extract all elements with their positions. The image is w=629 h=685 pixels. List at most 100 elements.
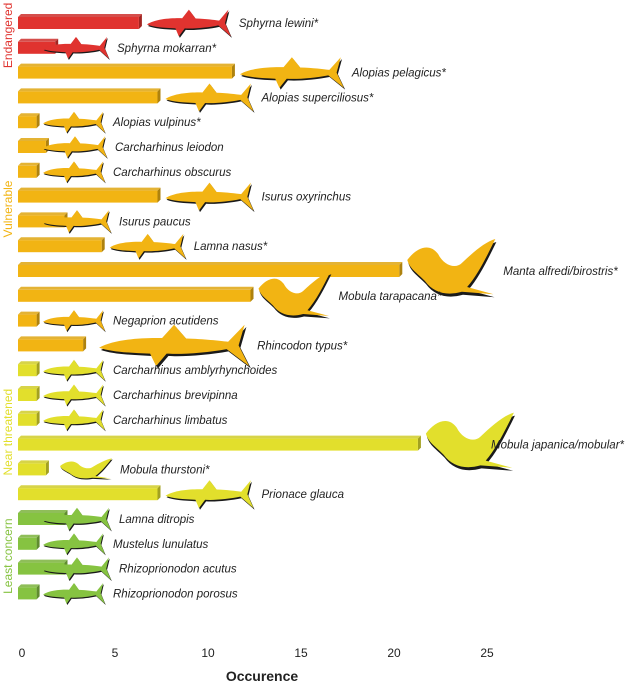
- species-labels-layer: Sphyrna lewini* Sphyrna mokarran* Alopias …: [112, 18, 625, 600]
- bar-side-face: [157, 187, 161, 203]
- bar-side-face: [45, 460, 49, 476]
- bar: [18, 314, 37, 327]
- bar: [18, 240, 102, 253]
- silhouette-fill: [43, 111, 105, 133]
- species-label: Lamna ditropis: [119, 514, 195, 526]
- bar: [18, 413, 37, 426]
- bar-top-face: [18, 187, 161, 191]
- bar: [18, 265, 400, 277]
- bar-top-face: [18, 88, 161, 92]
- bar-top-face: [18, 212, 68, 216]
- shark-silhouette-icon: [165, 83, 255, 113]
- shark-silhouette-icon: [43, 310, 106, 333]
- x-tick-label: 20: [387, 646, 401, 660]
- shark-silhouette-icon: [43, 161, 106, 184]
- shark-silhouette-icon: [43, 582, 106, 605]
- silhouette-fill: [43, 533, 105, 555]
- silhouette-fill: [165, 480, 254, 509]
- bar: [18, 66, 232, 79]
- shark-silhouette-icon: [43, 533, 106, 556]
- bar-side-face: [36, 410, 40, 426]
- silhouette-fill: [109, 233, 186, 259]
- bar-top-face: [18, 286, 254, 290]
- bar-top-face: [18, 262, 403, 265]
- bar-side-face: [36, 584, 40, 600]
- bar-top-face: [18, 14, 142, 17]
- bar-top-face: [18, 559, 68, 563]
- species-label: Mobula japanica/mobular*: [491, 440, 624, 452]
- ray-silhouette-icon: [60, 458, 113, 480]
- silhouette-fill: [43, 136, 107, 158]
- silhouette-fill: [43, 582, 105, 604]
- category-labels-layer: Endangered Vulnerable Near threatened Least…: [1, 3, 15, 594]
- species-label: Alopias pelagicus*: [351, 68, 447, 80]
- x-axis-ticks: 0 5 10 15 20 25: [19, 646, 494, 660]
- bar: [18, 587, 37, 600]
- silhouette-fill: [407, 239, 496, 295]
- bar-side-face: [138, 14, 142, 29]
- bar-side-face: [36, 113, 40, 129]
- shark-silhouette-icon: [43, 409, 106, 432]
- species-label: Rhizoprionodon acutus: [119, 564, 237, 576]
- species-label: Carcharhinus leiodon: [115, 142, 224, 154]
- bar-side-face: [36, 361, 40, 377]
- bar-top-face: [18, 162, 40, 166]
- shark-silhouette-icon: [146, 9, 232, 38]
- bar: [18, 165, 37, 178]
- silhouette-fill: [239, 57, 344, 88]
- bar-top-face: [18, 361, 40, 365]
- ray-silhouette-icon: [425, 412, 515, 471]
- bar-top-face: [18, 38, 59, 42]
- silhouette-fill: [165, 182, 254, 211]
- bar: [18, 463, 46, 476]
- species-label: Isurus paucus: [119, 216, 191, 228]
- bar-top-face: [18, 311, 40, 315]
- shark-silhouette-icon: [165, 182, 255, 213]
- bar-side-face: [157, 485, 161, 501]
- bar-top-face: [18, 534, 40, 538]
- species-label: Sphyrna lewini*: [239, 18, 319, 30]
- species-label: Carcharhinus obscurus: [113, 167, 232, 179]
- bar-side-face: [399, 262, 403, 277]
- species-label: Mobula tarapacana*: [339, 291, 442, 303]
- bar-side-face: [250, 286, 254, 302]
- silhouette-fill: [43, 384, 105, 406]
- bar: [18, 190, 158, 203]
- shark-silhouette-icon: [43, 384, 106, 407]
- silhouette-fill: [425, 412, 514, 468]
- conservation-category-label: Near threatened: [1, 389, 15, 476]
- x-axis-label: Occurence: [226, 668, 299, 684]
- shark-silhouette-icon: [43, 210, 112, 234]
- ray-silhouette-icon: [258, 271, 332, 319]
- bar-side-face: [157, 88, 161, 104]
- conservation-category-label: Endangered: [1, 3, 15, 68]
- silhouette-fill: [99, 324, 250, 367]
- shark-silhouette-icon: [43, 507, 112, 532]
- shark-silhouette-icon: [99, 324, 251, 369]
- bar: [18, 289, 251, 302]
- bar-top-face: [18, 63, 235, 67]
- bar: [18, 488, 158, 501]
- silhouette-fill: [43, 359, 105, 381]
- bar-top-face: [18, 237, 105, 241]
- species-label: Rhizoprionodon porosus: [113, 588, 238, 600]
- silhouette-fill: [146, 9, 231, 37]
- bar-top-face: [18, 584, 40, 588]
- species-label: Manta alfredi/birostris*: [503, 266, 618, 278]
- shark-silhouette-icon: [43, 557, 112, 582]
- species-label: Mobula thurstoni*: [120, 464, 210, 476]
- shark-silhouette-icon: [43, 111, 106, 134]
- conservation-category-label: Vulnerable: [1, 180, 15, 237]
- bar-top-face: [18, 510, 68, 513]
- bar: [18, 438, 418, 451]
- bar-side-face: [36, 311, 40, 327]
- silhouette-fill: [43, 310, 105, 332]
- shark-silhouette-icon: [239, 57, 346, 90]
- bar-top-face: [18, 435, 421, 439]
- x-tick-label: 10: [201, 646, 215, 660]
- silhouette-fill: [43, 507, 111, 531]
- species-label: Alopias vulpinus*: [112, 117, 201, 129]
- silhouette-fill: [43, 557, 111, 580]
- bar-side-face: [417, 435, 421, 451]
